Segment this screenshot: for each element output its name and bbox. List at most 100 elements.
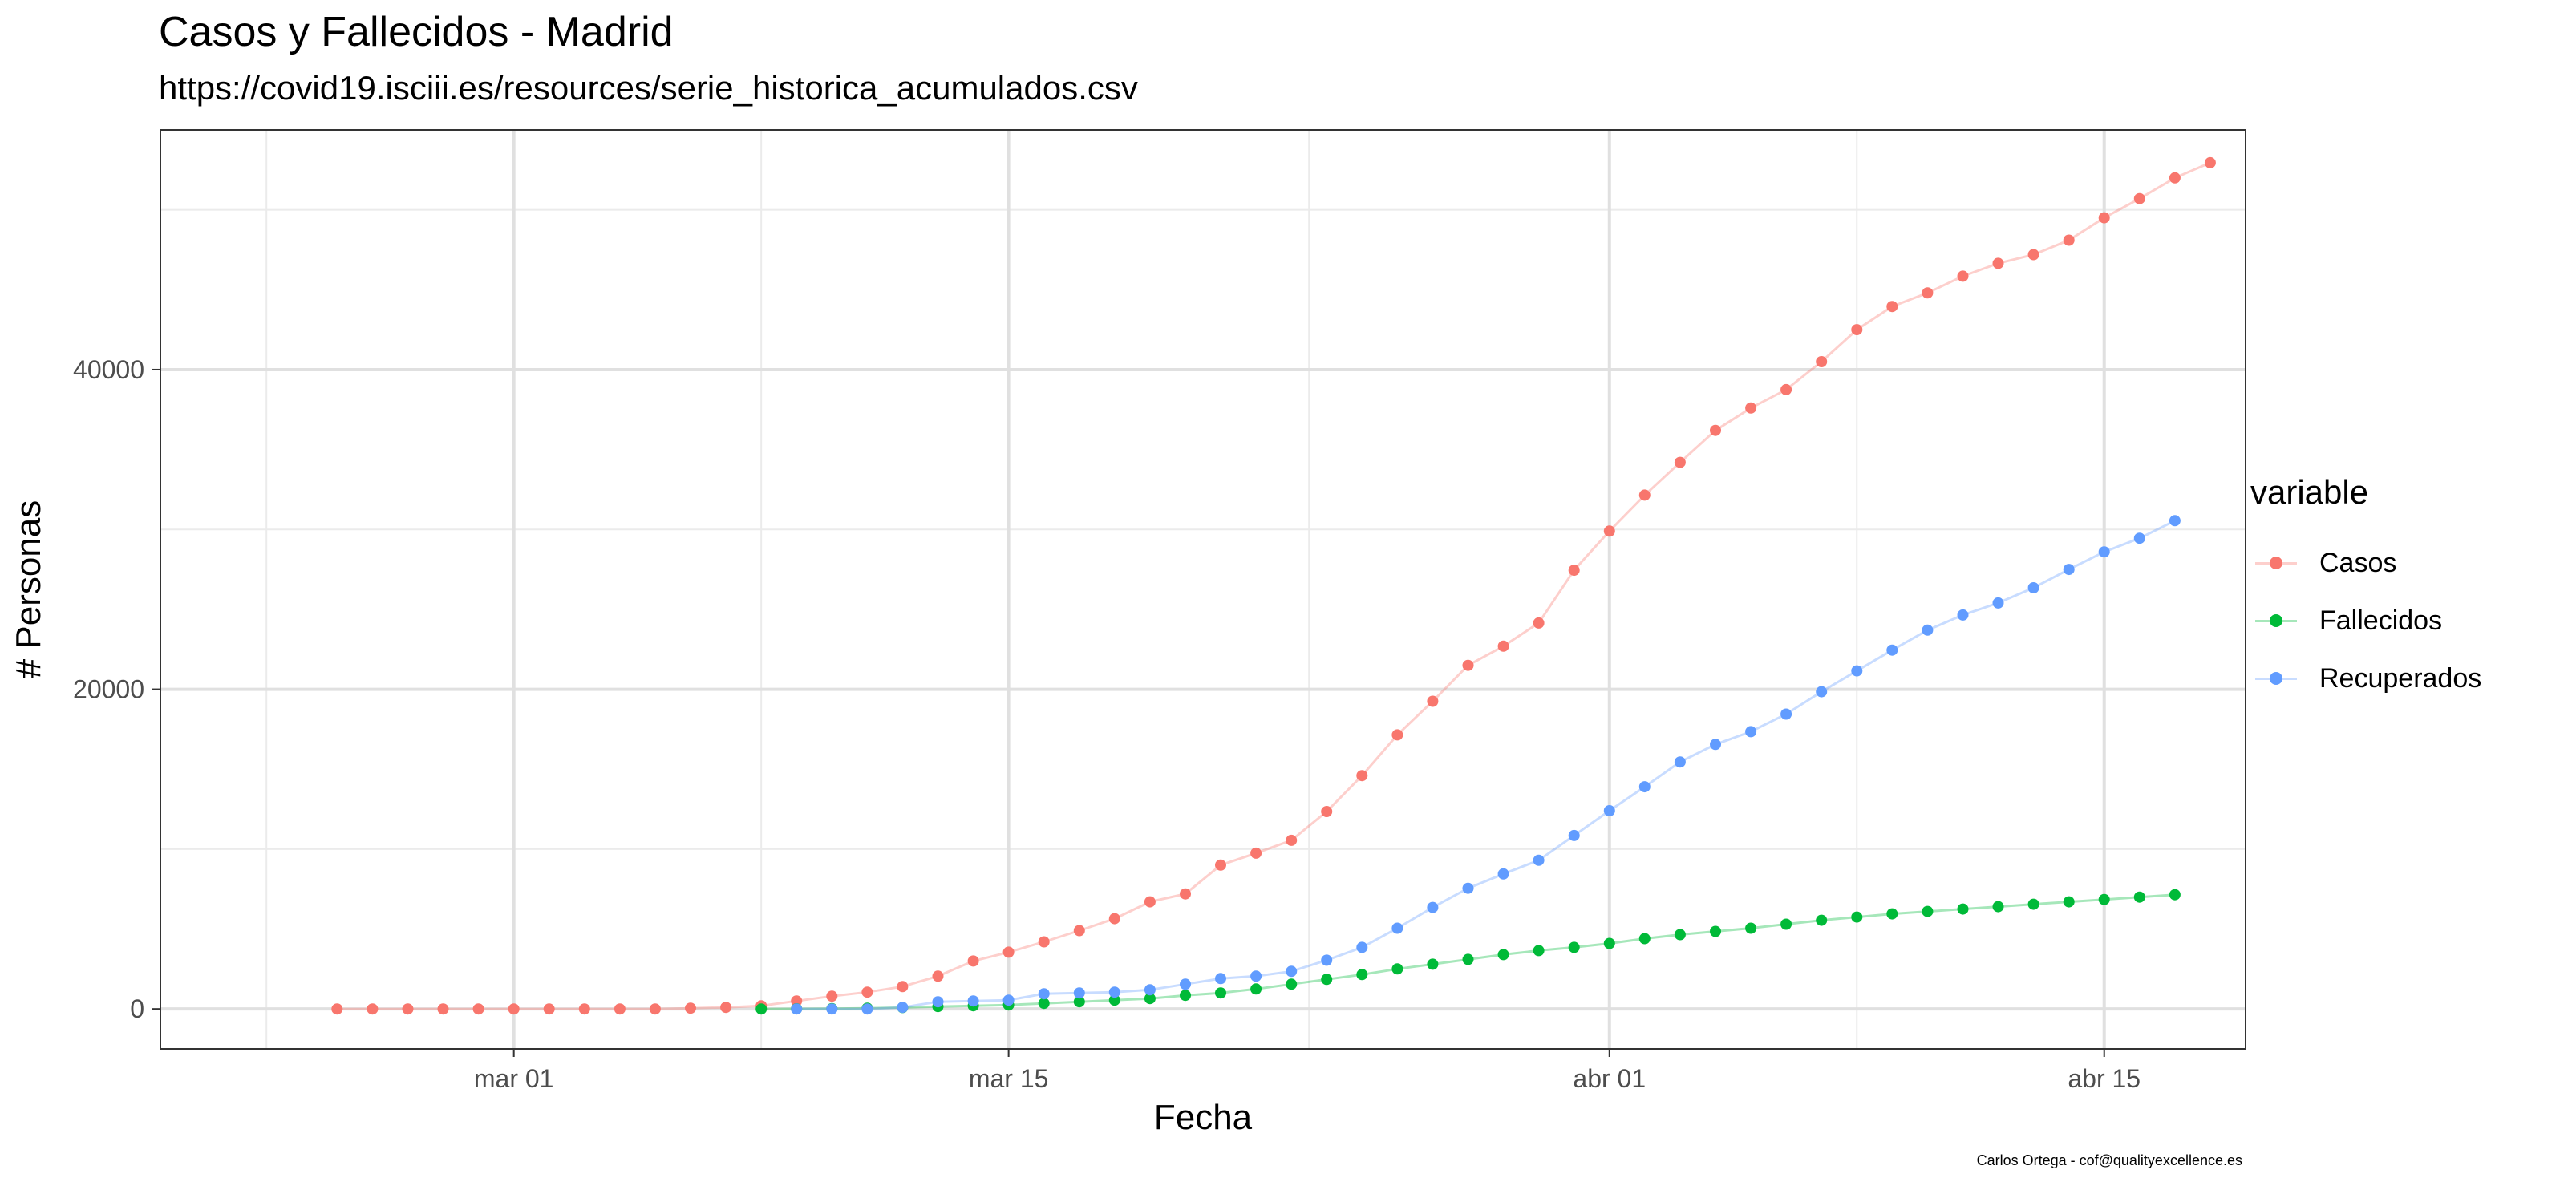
data-point-casos — [508, 1003, 520, 1015]
data-point-casos — [1992, 257, 2004, 269]
data-point-casos — [1180, 888, 1191, 900]
series-line-casos — [337, 161, 2211, 1010]
data-point-casos — [2133, 192, 2145, 204]
legend-key-point — [2270, 672, 2282, 685]
data-point-casos — [1073, 925, 1085, 937]
data-point-fallecidos — [1851, 911, 1863, 923]
data-point-casos — [1321, 806, 1333, 817]
data-point-recuperados — [1745, 726, 1757, 738]
legend-key-point — [2270, 557, 2282, 569]
legend-item-recuperados: Recuperados — [2250, 650, 2481, 707]
x-tick-label: mar 15 — [969, 1064, 1049, 1093]
legend-key-fallecidos — [2250, 592, 2302, 650]
data-point-fallecidos — [1497, 949, 1509, 961]
data-point-fallecidos — [1321, 974, 1333, 986]
data-point-casos — [1745, 402, 1757, 414]
data-point-fallecidos — [1816, 914, 1828, 926]
data-point-casos — [1922, 287, 1934, 299]
legend-title: variable — [2250, 473, 2369, 511]
data-point-fallecidos — [2098, 893, 2110, 905]
data-point-recuperados — [1286, 965, 1298, 978]
data-point-recuperados — [1780, 708, 1792, 720]
data-point-recuperados — [791, 1003, 803, 1015]
y-tick-label: 40000 — [73, 355, 144, 384]
data-point-recuperados — [1038, 988, 1050, 1000]
data-point-recuperados — [826, 1003, 838, 1015]
data-point-fallecidos — [1391, 963, 1403, 975]
legend: variable Casos Fallecidos Recuperados — [2250, 473, 2481, 707]
data-point-casos — [967, 955, 979, 967]
data-point-fallecidos — [1180, 990, 1191, 1002]
data-point-recuperados — [1180, 978, 1191, 990]
data-point-recuperados — [2169, 515, 2181, 527]
data-point-fallecidos — [1462, 953, 1474, 965]
y-axis-title: # Personas — [9, 500, 48, 679]
x-tick-label: abr 15 — [2068, 1064, 2141, 1093]
data-point-casos — [2169, 172, 2181, 184]
legend-label: Casos — [2319, 547, 2397, 578]
data-point-recuperados — [1250, 970, 1262, 982]
data-point-recuperados — [1603, 805, 1615, 816]
data-point-casos — [1886, 301, 1898, 313]
data-point-recuperados — [1144, 984, 1156, 996]
data-point-casos — [1108, 913, 1120, 925]
y-tick-label: 0 — [130, 994, 144, 1023]
data-point-recuperados — [1674, 756, 1686, 768]
data-point-fallecidos — [2063, 896, 2075, 908]
data-point-fallecidos — [1886, 908, 1898, 920]
data-point-casos — [1286, 834, 1298, 846]
data-point-recuperados — [967, 995, 979, 1007]
legend-item-casos: Casos — [2250, 534, 2481, 592]
data-point-recuperados — [1568, 829, 1580, 841]
data-point-casos — [1533, 617, 1545, 629]
data-point-recuperados — [1533, 854, 1545, 866]
legend-label: Recuperados — [2319, 662, 2482, 694]
data-point-recuperados — [1816, 686, 1828, 698]
data-point-fallecidos — [1215, 987, 1226, 999]
data-point-casos — [1462, 659, 1474, 671]
data-point-fallecidos — [1356, 969, 1368, 981]
data-point-casos — [437, 1003, 449, 1015]
data-point-casos — [472, 1003, 484, 1015]
data-point-recuperados — [2098, 546, 2110, 558]
data-point-recuperados — [1391, 922, 1403, 934]
data-point-casos — [1851, 324, 1863, 336]
data-point-casos — [2204, 156, 2216, 168]
data-point-casos — [1215, 859, 1226, 871]
data-point-fallecidos — [1250, 983, 1262, 995]
legend-label: Fallecidos — [2319, 605, 2443, 636]
data-point-fallecidos — [1144, 993, 1156, 1005]
chart-subtitle: https://covid19.isciii.es/resources/seri… — [159, 69, 1138, 107]
data-point-recuperados — [932, 996, 944, 1008]
data-point-recuperados — [1851, 665, 1863, 677]
series-casos — [331, 156, 2216, 1015]
legend-item-fallecidos: Fallecidos — [2250, 592, 2481, 650]
data-point-casos — [932, 970, 944, 982]
data-point-casos — [1568, 565, 1580, 577]
series-fallecidos — [755, 889, 2181, 1015]
data-point-recuperados — [1462, 882, 1474, 894]
x-tick-label: abr 01 — [1573, 1064, 1646, 1093]
data-point-fallecidos — [1427, 958, 1439, 970]
data-point-fallecidos — [1603, 937, 1615, 949]
data-point-recuperados — [1215, 973, 1226, 985]
data-point-fallecidos — [1745, 922, 1757, 934]
data-point-casos — [1638, 489, 1651, 501]
data-point-fallecidos — [1038, 998, 1050, 1010]
data-point-casos — [1038, 936, 1050, 948]
data-point-recuperados — [1073, 987, 1085, 999]
data-point-casos — [614, 1003, 626, 1015]
y-tick-label: 20000 — [73, 675, 144, 704]
data-point-casos — [543, 1003, 555, 1015]
data-point-recuperados — [1638, 781, 1651, 793]
legend-key-casos — [2250, 534, 2302, 592]
data-point-recuperados — [1108, 986, 1120, 998]
data-point-recuperados — [2027, 582, 2039, 593]
data-point-casos — [1674, 456, 1686, 468]
data-point-fallecidos — [755, 1003, 768, 1015]
data-point-casos — [1002, 946, 1015, 958]
data-point-casos — [826, 990, 838, 1002]
data-point-fallecidos — [1568, 941, 1580, 953]
data-point-casos — [1957, 270, 1969, 282]
